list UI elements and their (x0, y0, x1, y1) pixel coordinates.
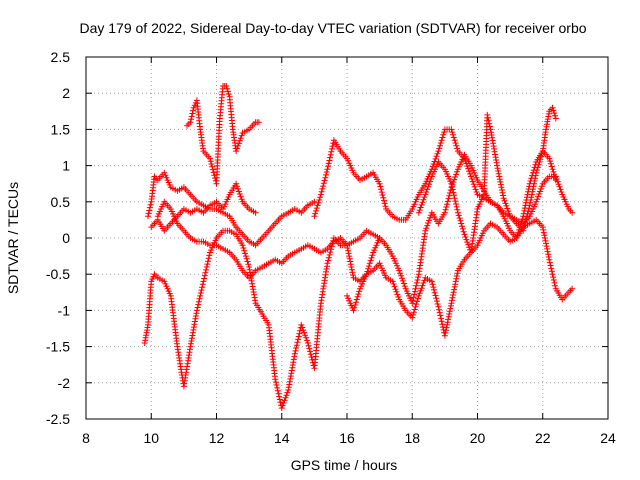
y-axis-label: SDTVAR / TECUs (5, 182, 21, 294)
x-tick-label: 14 (274, 430, 290, 446)
series-track-g (344, 148, 559, 314)
series-track-g-markers (344, 148, 559, 314)
chart-title: Day 179 of 2022, Sidereal Day-to-day VTE… (79, 20, 586, 36)
series-track-a-markers (141, 216, 576, 412)
y-tick-label: 2.5 (51, 49, 71, 65)
y-tick-label: 0 (62, 230, 70, 246)
x-tick-label: 24 (600, 430, 616, 446)
y-tick-label: -1.5 (46, 339, 70, 355)
series-track-d (184, 83, 262, 187)
series-track-h (415, 104, 559, 256)
grid-lines (86, 57, 608, 419)
x-tick-label: 10 (143, 430, 159, 446)
x-tick-label: 22 (535, 430, 551, 446)
y-tick-label: 0.5 (51, 194, 71, 210)
x-tick-label: 18 (404, 430, 420, 446)
plot-frame (85, 56, 609, 420)
data-series (141, 83, 576, 412)
tick-labels: 8 10 12 14 16 18 20 22 24 -2.5 -2 -1.5 -1 -0.5 0 0.5 1 1.… (46, 49, 616, 446)
x-tick-label: 12 (209, 430, 225, 446)
x-tick-label: 8 (82, 430, 90, 446)
series-track-b (145, 169, 318, 249)
y-tick-label: -2 (58, 375, 71, 391)
series-track-b-markers (145, 169, 318, 249)
series-track-e-markers (148, 180, 259, 234)
y-tick-label: -2.5 (46, 411, 70, 427)
series-track-d-markers (184, 83, 262, 187)
x-tick-label: 16 (339, 430, 355, 446)
series-track-a (141, 216, 576, 412)
x-tick-label: 20 (470, 430, 486, 446)
y-tick-label: 1.5 (51, 121, 71, 137)
y-tick-label: -1 (58, 302, 71, 318)
series-track-c-markers (154, 198, 383, 281)
y-tick-label: 2 (62, 85, 70, 101)
y-tick-label: -0.5 (46, 266, 70, 282)
series-track-h-markers (415, 104, 559, 256)
x-axis-label: GPS time / hours (291, 457, 398, 473)
series-track-e (148, 180, 259, 234)
series-track-c (154, 198, 383, 281)
y-tick-label: 1 (62, 158, 70, 174)
